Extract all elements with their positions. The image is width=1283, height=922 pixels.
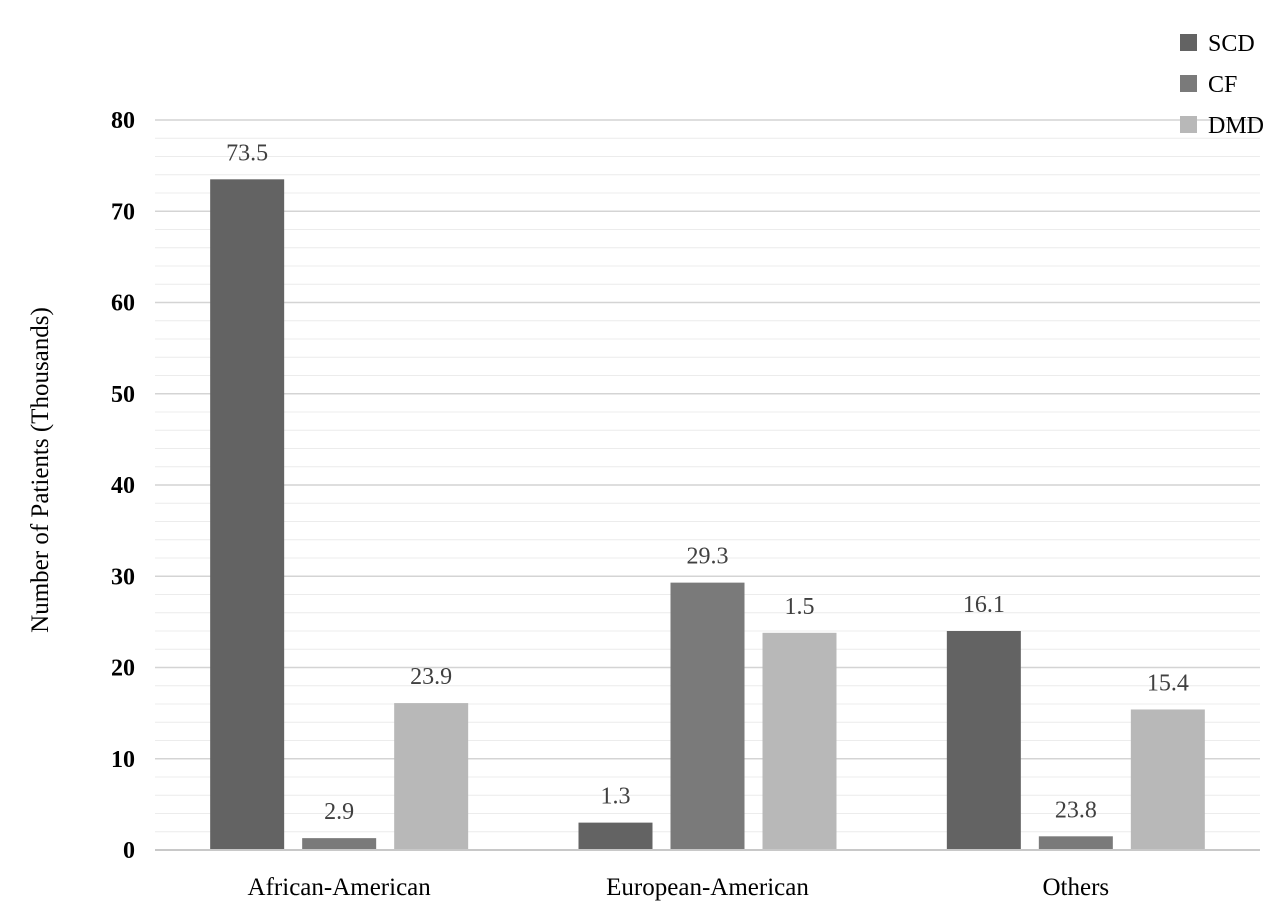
legend-label-cf: CF	[1208, 72, 1237, 98]
data-label: 1.5	[785, 594, 815, 620]
bar-dmd	[1130, 709, 1205, 850]
data-label: 15.4	[1147, 670, 1189, 696]
data-labels: 73.5 2.9 23.9 1.3 29.3 1.5 16.1 23.8 15.4	[226, 140, 1189, 825]
bar-cf	[1038, 836, 1113, 850]
data-label: 16.1	[963, 592, 1005, 618]
data-label: 73.5	[226, 140, 268, 166]
x-tick-label: European-American	[606, 874, 809, 901]
data-label: 1.3	[601, 784, 631, 810]
y-axis-ticks: 0 10 20 30 40 50 60 70 80	[111, 108, 135, 864]
data-label: 29.3	[687, 544, 729, 570]
legend-swatch-cf	[1180, 75, 1197, 92]
y-tick-label: 20	[111, 656, 135, 682]
y-tick-label: 80	[111, 108, 135, 134]
data-label: 2.9	[324, 799, 354, 825]
y-tick-label: 0	[123, 838, 135, 864]
bars	[210, 179, 1205, 850]
x-tick-label: African-American	[248, 874, 432, 901]
data-label: 23.8	[1055, 797, 1097, 823]
legend-swatch-scd	[1180, 34, 1197, 51]
legend-label-scd: SCD	[1208, 31, 1255, 57]
y-axis-title: Number of Patients (Thousands)	[27, 307, 54, 633]
bar-scd	[946, 631, 1021, 850]
bar-dmd	[762, 632, 837, 850]
y-tick-label: 50	[111, 382, 135, 408]
y-tick-label: 30	[111, 564, 135, 590]
x-tick-label: Others	[1043, 874, 1110, 901]
bar-scd	[578, 822, 653, 850]
legend-label-dmd: DMD	[1208, 113, 1264, 139]
y-tick-label: 70	[111, 199, 135, 225]
bar-cf	[302, 838, 377, 850]
legend-swatch-dmd	[1180, 116, 1197, 133]
bar-cf	[670, 582, 745, 850]
data-label: 23.9	[410, 664, 452, 690]
legend: SCD CF DMD	[1180, 31, 1264, 139]
x-axis-ticks: African-American European-American Others	[248, 874, 1110, 901]
y-tick-label: 40	[111, 473, 135, 499]
bar-scd	[210, 179, 285, 850]
y-tick-label: 10	[111, 747, 135, 773]
y-tick-label: 60	[111, 291, 135, 317]
bar-dmd	[394, 703, 469, 850]
